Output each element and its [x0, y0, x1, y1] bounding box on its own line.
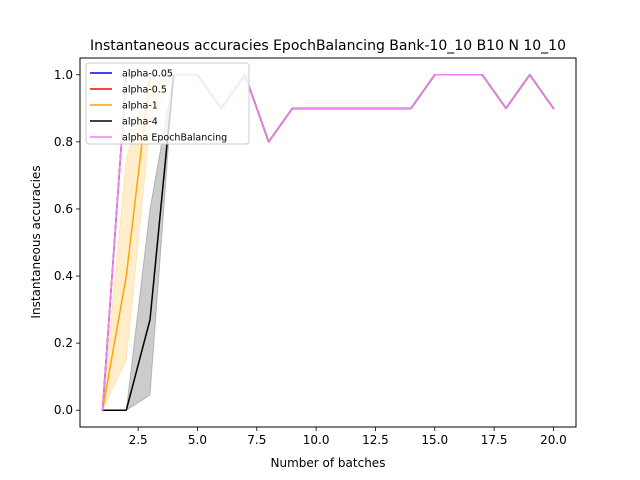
y-tick-label: 0.0: [54, 403, 73, 417]
x-tick-label: 20.0: [540, 433, 567, 447]
x-axis-label: Number of batches: [271, 456, 386, 470]
x-tick-label: 12.5: [362, 433, 389, 447]
axes-frame: [79, 57, 577, 428]
y-tick-label: 1.0: [54, 68, 73, 82]
y-axis-ticks: 0.0 0.2 0.4 0.6 0.8 1.0: [54, 68, 80, 417]
legend-label-alpha-0-5: alpha-0.5: [122, 85, 167, 96]
y-tick-label: 0.8: [54, 135, 73, 149]
y-axis-label: Instantaneous accuracies: [29, 165, 43, 318]
legend-label-alpha-4: alpha-4: [122, 117, 158, 128]
x-tick-label: 10.0: [303, 433, 330, 447]
chart-title: Instantaneous accuracies EpochBalancing …: [90, 38, 566, 54]
x-tick-label: 17.5: [481, 433, 508, 447]
legend-label-alpha-epochbalancing: alpha EpochBalancing: [122, 133, 227, 144]
x-tick-label: 5.0: [188, 433, 207, 447]
x-tick-label: 15.0: [421, 433, 448, 447]
x-tick-label: 2.5: [129, 433, 148, 447]
legend-label-alpha-1: alpha-1: [122, 101, 158, 112]
y-tick-label: 0.4: [54, 269, 73, 283]
legend-label-alpha-0-05: alpha-0.05: [122, 69, 173, 80]
x-axis-ticks: 2.5 5.0 7.5 10.0 12.5 15.0 17.5 20.0: [129, 427, 567, 447]
legend: alpha-0.05 alpha-0.5 alpha-1 alpha-4 alpha E…: [85, 62, 250, 145]
y-tick-label: 0.6: [54, 202, 73, 216]
x-tick-label: 7.5: [247, 433, 266, 447]
legend-box: [85, 62, 250, 145]
y-tick-label: 0.2: [54, 336, 73, 350]
